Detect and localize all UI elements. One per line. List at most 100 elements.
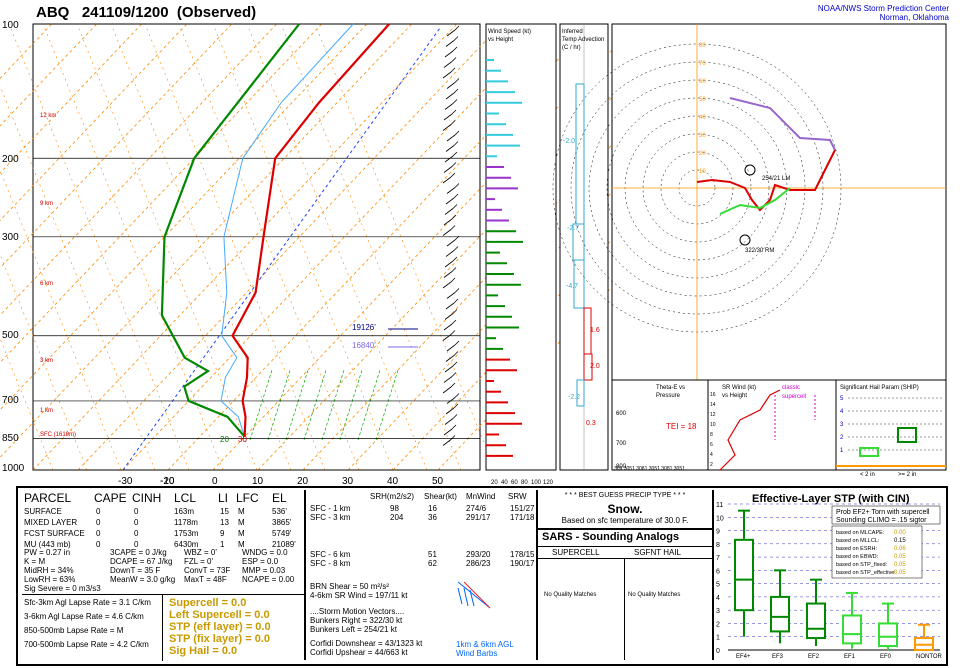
- parcel-cell: 1753m: [174, 529, 199, 538]
- mixing-ratio-lines: [249, 369, 399, 441]
- parcel-cell: 0: [134, 518, 139, 527]
- height-label-sfc: SFC (1619m): [40, 432, 76, 438]
- adv-title-3: (C / hr): [562, 45, 581, 51]
- hodo-ring-label: 20: [699, 151, 706, 157]
- adv-value-5: 2.0: [590, 363, 600, 370]
- kinematic-cell: 286/23: [466, 559, 491, 568]
- srw-tick: 2: [710, 462, 713, 468]
- wind-barb-flag: [452, 361, 458, 367]
- wind-barb-flag: [453, 141, 459, 146]
- dewpoint-curve: [160, 23, 301, 438]
- sounding-upper-panels: 100 200 300 500 700 850 1000 -30 -20 -10…: [0, 20, 947, 486]
- dry-adiabat-line: [76, 23, 258, 471]
- wind-barb-flag: [453, 36, 459, 41]
- stp-based-value: 0.05: [894, 554, 906, 560]
- kinematic-cell: 178/15: [510, 550, 535, 559]
- hodograph-frame: [611, 23, 947, 381]
- wind-barb-flag: [450, 277, 456, 283]
- dry-adiabat-line: [144, 23, 326, 471]
- stp-y-tick: 0: [716, 648, 720, 655]
- ship-tick: 4: [840, 409, 844, 415]
- adv-value-4: 1.6: [590, 327, 600, 334]
- composite-cell: Left Supercell = 0.0: [169, 609, 270, 621]
- wind-barb-flag: [450, 225, 456, 230]
- ship-tick: 3: [840, 422, 844, 428]
- srw-tick: 14: [710, 402, 716, 408]
- dry-adiabat-line: [280, 23, 462, 471]
- theta-tick-700: 700: [616, 441, 627, 447]
- wind-barb: [442, 439, 452, 446]
- wind-barb-flag: [452, 151, 458, 157]
- wind-barbs: [442, 25, 460, 446]
- wind-barb: [442, 176, 452, 184]
- sars-col-divider: [624, 558, 625, 660]
- wind-barb: [443, 323, 453, 331]
- stp-box: [734, 538, 754, 612]
- wind-speed-bars: [486, 59, 523, 457]
- adv-value-7: 0.3: [586, 420, 596, 427]
- kinematic-cell: SFC - 8 km: [310, 559, 351, 568]
- ship-box-large: [897, 427, 917, 443]
- ship-tick: 2: [840, 435, 844, 441]
- sars-title: SARS - Sounding Analogs: [542, 531, 680, 543]
- wind-barb: [443, 376, 453, 383]
- kinematic-cell: 62: [428, 559, 437, 568]
- wind-barb: [445, 250, 455, 257]
- parcel-cell: 0: [96, 518, 101, 527]
- wind-panel-title-1: Wind Speed (kt): [488, 29, 531, 35]
- wind-speed-frame: [485, 23, 557, 471]
- barb-label: 1km & 6km AGL Wind Barbs: [456, 640, 514, 658]
- wind-barb-flag: [452, 204, 458, 209]
- wind-barb: [443, 428, 453, 436]
- adv-value-1: -2.0: [563, 138, 575, 145]
- param-cell: MaxT = 48F: [184, 575, 227, 584]
- hodo-bunkers-left: 254/21 LM: [762, 176, 790, 182]
- stp-based-box: [831, 525, 923, 579]
- wind-barb: [445, 40, 455, 47]
- parcel-cell: 9: [220, 529, 225, 538]
- parcel-cell: 0: [134, 507, 139, 516]
- isotherm-line: [0, 23, 187, 222]
- stp-category-label: EF4+: [736, 654, 751, 660]
- stp-based-value: 0.15: [894, 538, 906, 544]
- parcel-cell: M: [238, 518, 245, 527]
- wind-barb: [445, 197, 455, 205]
- wind-barb-flag: [451, 319, 457, 325]
- mixing-ratio-line: [375, 369, 399, 441]
- adv-title-2: Temp Advection: [562, 37, 604, 43]
- parcel-cell: 0: [96, 529, 101, 538]
- sars-col-1-val: No Quality Matches: [544, 592, 597, 598]
- precip-divider: [538, 528, 712, 530]
- kinematic-cell: 204: [390, 513, 404, 522]
- param-cell: WNDG = 0.0: [242, 548, 288, 557]
- wind-barb: [446, 82, 456, 89]
- wind-barb: [444, 418, 454, 425]
- param-cell: 3CAPE = 0 J/kg: [110, 548, 167, 557]
- hodo-trace-mid: [719, 187, 791, 215]
- stp-title: Effective-Layer STP (with CIN): [752, 493, 910, 505]
- temp-label-50: 50: [432, 476, 444, 486]
- stp-y-tick: 1: [716, 635, 720, 642]
- stp-y-tick: 2: [716, 621, 720, 628]
- wind-barb-flag: [451, 57, 457, 62]
- parcel-h-parcel: PARCEL: [24, 491, 72, 505]
- wind-barb-flag: [453, 351, 459, 356]
- org-line-2: Norman, Oklahoma: [879, 13, 949, 22]
- wind-barb-flag: [452, 46, 458, 52]
- parcel-cell: 13: [220, 518, 229, 527]
- wind-barb-flag: [450, 330, 456, 335]
- srw-tick: 4: [710, 452, 713, 458]
- param-cell: DownT = 35 F: [110, 566, 161, 575]
- stp-box: [878, 622, 898, 648]
- stp-based-label: based on STP_fixed:: [836, 562, 888, 568]
- hodograph: 10 20 30 40 50 60 70 80: [552, 24, 946, 380]
- mini-barb-3: [457, 587, 463, 605]
- isotherm-line: [0, 23, 322, 364]
- wind-barb: [445, 355, 455, 362]
- srw-title-2: vs Height: [722, 393, 747, 399]
- srw-tick: 12: [710, 412, 716, 418]
- kinematic-cell: 293/20: [466, 550, 491, 559]
- parcel-h-cinh: CINH: [132, 491, 162, 505]
- hodo-bunkers-right: 322/30 RM: [745, 248, 774, 254]
- bunkers-left: Bunkers Left = 254/21 kt: [310, 625, 397, 634]
